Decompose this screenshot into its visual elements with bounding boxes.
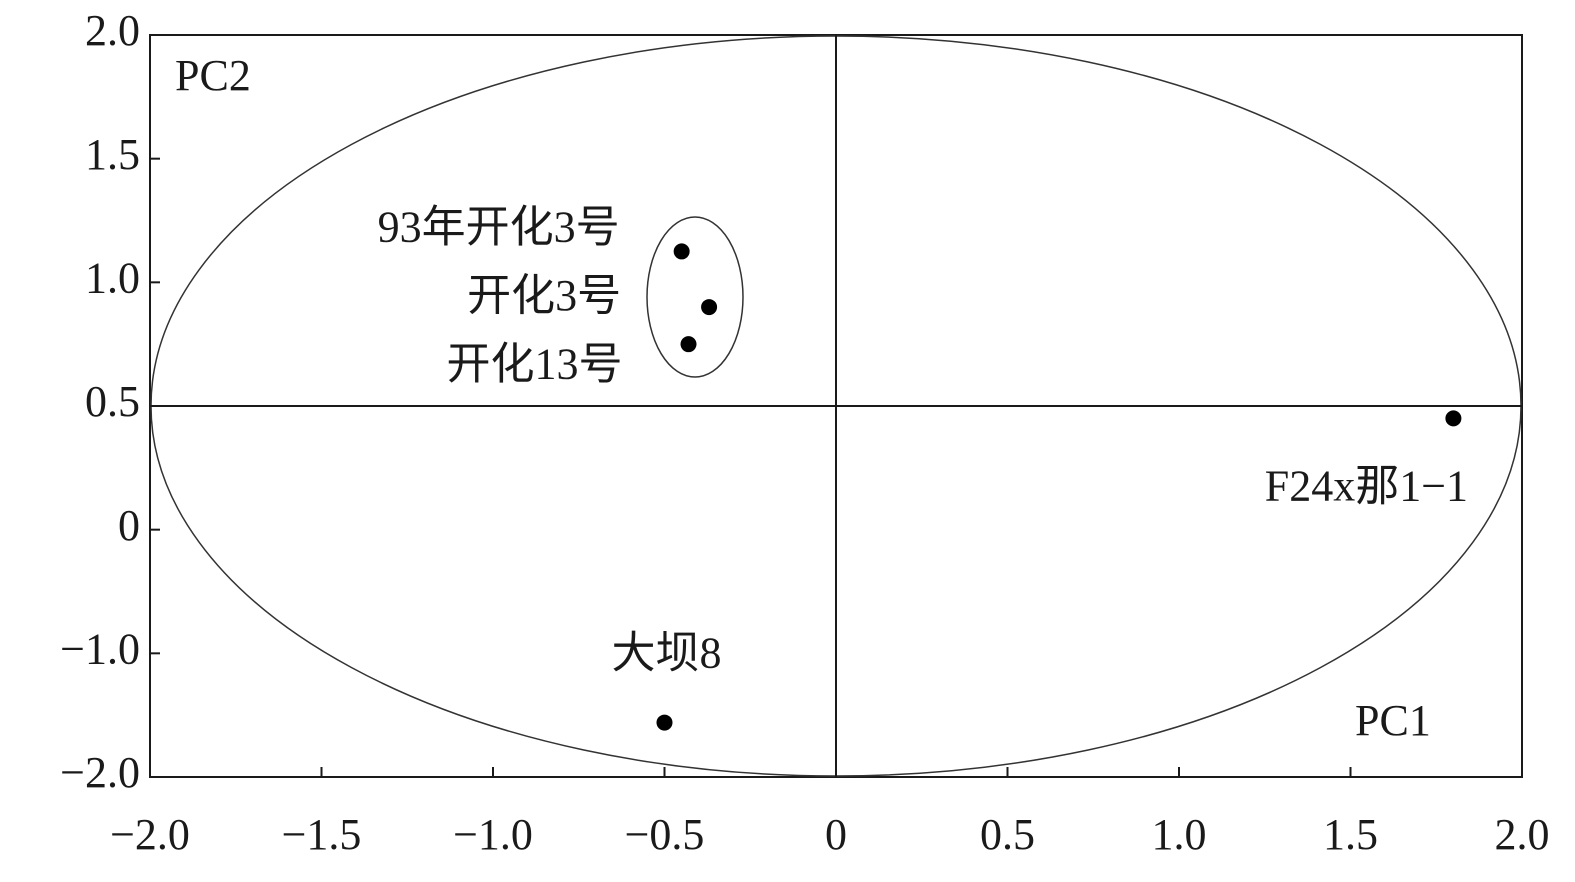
point-label: 93年开化3号 [378,203,620,252]
x-tick-label: 1.0 [1152,810,1207,859]
point [1445,410,1462,427]
y-axis-label: PC2 [175,51,251,100]
x-tick-label: −0.5 [625,810,705,859]
y-tick-label: −1.0 [60,624,140,673]
x-axis-label: PC1 [1355,696,1431,745]
x-tick-label: 2.0 [1495,810,1550,859]
point [673,243,690,260]
y-tick-label: 1.0 [85,253,140,302]
cluster-ellipse [646,216,744,378]
x-tick-label: 0.5 [980,810,1035,859]
point-label: 开化3号 [467,271,621,320]
x-tick-label: −1.0 [453,810,533,859]
x-tick-label: 1.5 [1323,810,1378,859]
x-tick-label: 0 [825,810,847,859]
y-tick-label: 1.5 [85,130,140,179]
x-tick-label: −2.0 [110,810,190,859]
x-tick-label: −1.5 [282,810,362,859]
point-label: F24x那1−1 [1265,461,1468,510]
point [701,299,718,316]
point [680,336,697,353]
y-tick-label: 0.5 [85,377,140,426]
point-label: 大坝8 [612,629,722,678]
y-tick-label: 0 [118,501,140,550]
point [656,714,673,731]
y-tick-label: 2.0 [85,6,140,55]
y-tick-label: −2.0 [60,748,140,797]
point-label: 开化13号 [447,339,623,388]
